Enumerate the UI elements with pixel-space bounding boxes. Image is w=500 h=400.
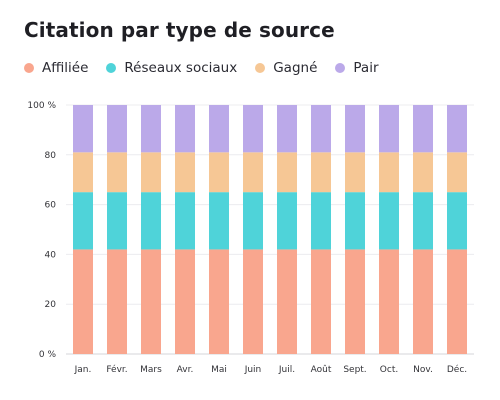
bar-segment <box>413 192 433 250</box>
legend-swatch <box>106 63 117 73</box>
bar-segment <box>209 105 229 153</box>
x-tick-label: Juin <box>244 365 262 375</box>
bar-segment <box>175 249 195 354</box>
bar-segment <box>311 105 331 153</box>
bar-segment <box>175 152 195 193</box>
x-tick-label: Jan. <box>74 365 92 375</box>
legend-label: Affiliée <box>42 60 89 76</box>
x-tick-label: Mars <box>140 365 162 375</box>
x-tick-label: Févr. <box>106 364 127 375</box>
chart-legend: Affiliée Réseaux sociaux Gagné Pair <box>24 60 379 76</box>
legend-swatch <box>335 63 346 73</box>
bar-segment <box>107 152 127 193</box>
x-tick-label: Sept. <box>343 365 366 375</box>
bar-segment <box>243 152 263 193</box>
bar-segment <box>107 105 127 153</box>
bar-segment <box>379 152 399 193</box>
y-tick-label: 40 <box>45 250 57 260</box>
x-tick-label: Mai <box>211 365 227 375</box>
legend-item-pair[interactable]: Pair <box>335 60 379 76</box>
bar-segment <box>379 105 399 153</box>
bar-segment <box>141 105 161 153</box>
bar-segment <box>311 249 331 354</box>
bar-segment <box>311 192 331 250</box>
bar-segment <box>277 249 297 354</box>
legend-label: Réseaux sociaux <box>124 60 238 76</box>
bar-segment <box>141 192 161 250</box>
bar-segment <box>73 192 93 250</box>
bar-segment <box>345 105 365 153</box>
bar-segment <box>175 105 195 153</box>
y-tick-label: 0 % <box>39 350 57 360</box>
bar-segment <box>141 152 161 193</box>
legend-item-reseaux-sociaux[interactable]: Réseaux sociaux <box>106 60 237 76</box>
bar-segment <box>209 152 229 193</box>
bar-segment <box>73 249 93 354</box>
x-tick-label: Avr. <box>177 365 194 375</box>
bar-segment <box>277 105 297 153</box>
bar-segment <box>209 249 229 354</box>
bar-segment <box>379 249 399 354</box>
y-tick-label: 80 <box>45 151 57 161</box>
x-tick-label: Juil. <box>278 365 295 375</box>
bar-segment <box>209 192 229 250</box>
legend-swatch <box>255 63 266 73</box>
x-tick-label: Oct. <box>380 365 398 375</box>
bar-segment <box>277 192 297 250</box>
x-tick-label: Nov. <box>413 365 433 375</box>
bar-segment <box>447 192 467 250</box>
bar-segment <box>243 249 263 354</box>
legend-item-gagne[interactable]: Gagné <box>255 60 317 76</box>
y-tick-label: 100 % <box>27 101 56 111</box>
x-tick-label: Août <box>311 365 332 375</box>
bar-segment <box>277 152 297 193</box>
chart-title: Citation par type de source <box>24 18 335 42</box>
bar-segment <box>73 105 93 153</box>
bar-segment <box>379 192 399 250</box>
legend-label: Pair <box>353 60 379 76</box>
bar-segment <box>447 105 467 153</box>
legend-swatch <box>24 63 34 73</box>
bar-segment <box>141 249 161 354</box>
bar-segment <box>345 192 365 250</box>
bar-segment <box>243 105 263 153</box>
x-tick-label: Déc. <box>447 364 467 375</box>
bar-segment <box>413 152 433 193</box>
bar-segment <box>73 152 93 193</box>
bar-segment <box>107 249 127 354</box>
bar-segment <box>413 105 433 153</box>
y-tick-label: 20 <box>45 300 57 310</box>
bar-segment <box>243 192 263 250</box>
legend-item-affiliee[interactable]: Affiliée <box>24 60 88 76</box>
bar-segment <box>107 192 127 250</box>
bar-segment <box>447 152 467 193</box>
bar-segment <box>175 192 195 250</box>
bar-segment <box>311 152 331 193</box>
bar-segment <box>413 249 433 354</box>
bar-segment <box>447 249 467 354</box>
legend-label: Gagné <box>273 60 318 76</box>
y-tick-label: 60 <box>45 201 57 211</box>
bar-segment <box>345 152 365 193</box>
bar-segment <box>345 249 365 354</box>
